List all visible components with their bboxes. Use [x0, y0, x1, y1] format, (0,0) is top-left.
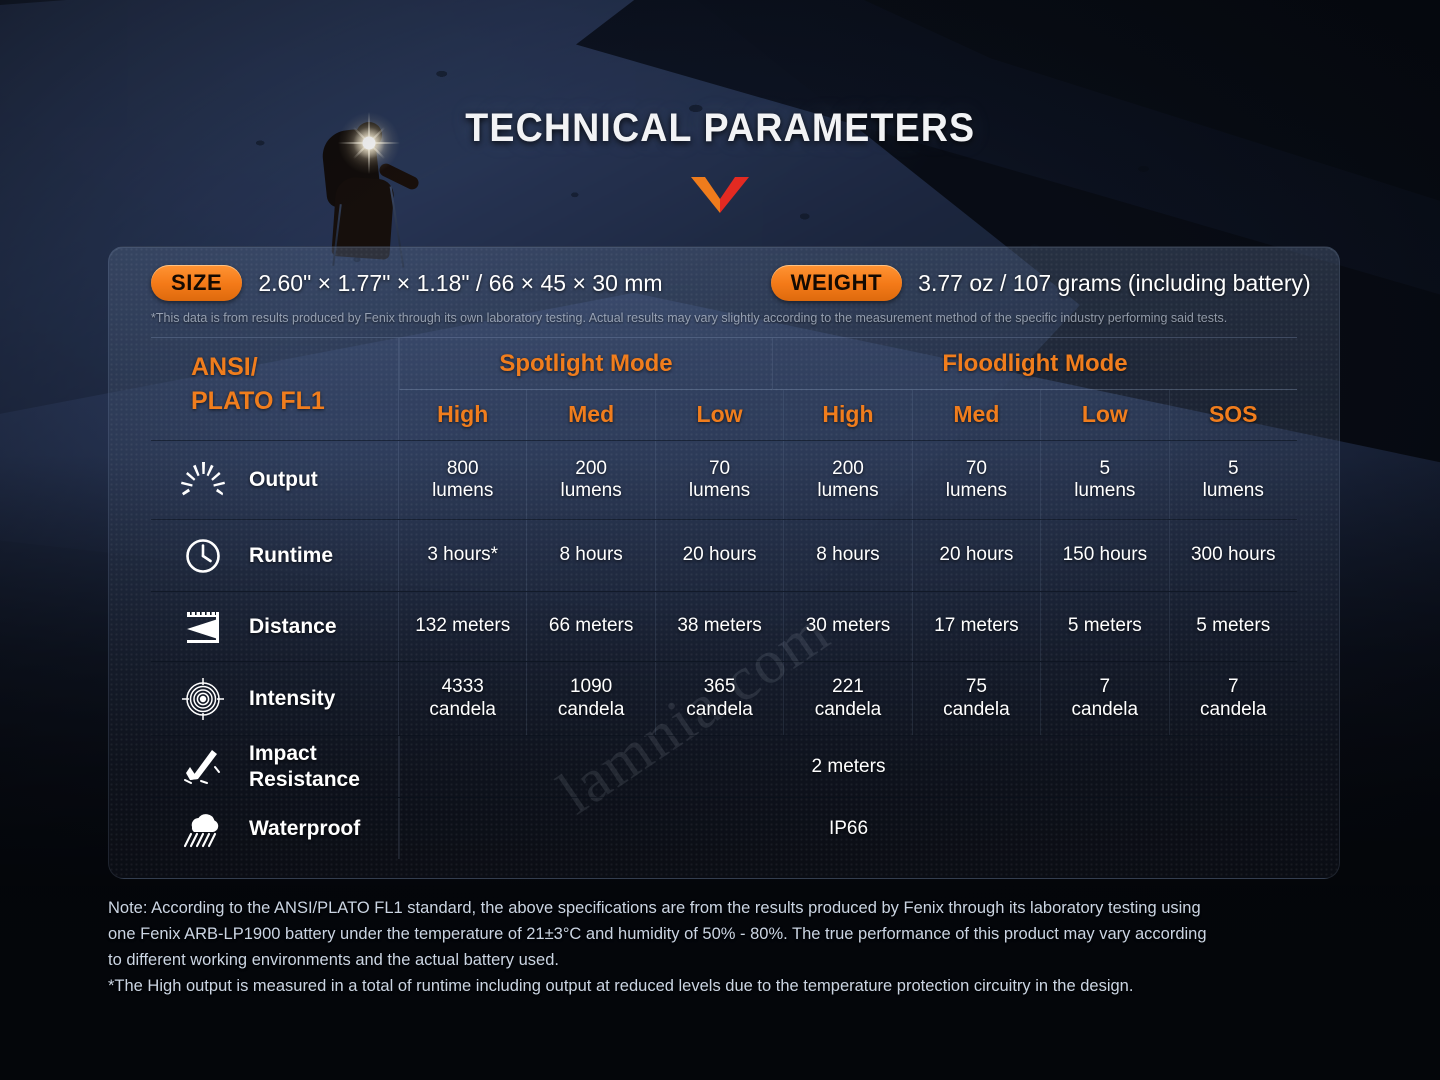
- specs-table: Spotlight Mode Floodlight Mode ANSI/ PLA…: [109, 337, 1339, 859]
- row-name-waterproof: Waterproof: [249, 816, 361, 840]
- table-row-output: Output 800 lumens 200 lumens 70 lumens 200 l…: [151, 440, 1297, 519]
- beam-distance-icon: [175, 607, 231, 647]
- row-name-output: Output: [249, 468, 318, 492]
- cell-distance-flood-high: 30 meters: [783, 592, 911, 661]
- note-line-1: Note: According to the ANSI/PLATO FL1 st…: [108, 899, 1201, 917]
- column-header-spot-low: Low: [654, 390, 783, 440]
- cell-runtime-flood-low: 150 hours: [1040, 520, 1168, 591]
- cell-impact-resistance-value: 2 meters: [399, 736, 1297, 797]
- spec-strip: SIZE 2.60" × 1.77" × 1.18" / 66 × 45 × 3…: [109, 247, 1339, 337]
- cell-output-spot-low: 70 lumens: [654, 441, 783, 519]
- cell-distance-flood-low: 5 meters: [1040, 592, 1168, 661]
- cell-intensity-flood-low: 7 candela: [1040, 662, 1168, 735]
- table-row-impact-resistance: Impact Resistance 2 meters: [151, 735, 1297, 797]
- cell-intensity-spot-low: 365 candela: [654, 662, 783, 735]
- row-name-intensity: Intensity: [249, 686, 336, 710]
- cell-distance-spot-high: 132 meters: [415, 615, 511, 637]
- table-row-waterproof: Waterproof IP66: [151, 797, 1297, 859]
- row-name-line2: Resistance: [249, 767, 360, 791]
- disclaimer-text: *This data is from results produced by F…: [151, 311, 1228, 325]
- cell-runtime-flood-sos: 300 hours: [1168, 520, 1297, 591]
- target-icon: [175, 677, 231, 721]
- cell-runtime-flood-med: 20 hours: [911, 520, 1040, 591]
- row-label-waterproof: Waterproof: [151, 798, 399, 859]
- corner-label-line1: ANSI/: [191, 353, 258, 381]
- cell-runtime-spot-med: 8 hours: [526, 520, 654, 591]
- row-name-line1: Impact: [249, 742, 317, 766]
- row-label-impact-resistance: Impact Resistance: [151, 736, 399, 797]
- chevron-down-icon: [691, 177, 749, 213]
- cell-intensity-flood-high: 221 candela: [783, 662, 911, 735]
- column-header-flood-high: High: [783, 390, 911, 440]
- row-name-distance: Distance: [249, 614, 337, 638]
- cell-runtime-spot-high: 3 hours*: [427, 544, 499, 566]
- footer-note: Note: According to the ANSI/PLATO FL1 st…: [108, 896, 1348, 1000]
- cell-runtime-flood-high: 8 hours: [783, 520, 911, 591]
- column-header-flood-low: Low: [1040, 390, 1168, 440]
- weight-value: 3.77 oz / 107 grams (including battery): [918, 269, 1311, 296]
- row-name-impact-resistance: Impact Resistance: [249, 741, 360, 791]
- cell-distance-flood-sos: 5 meters: [1168, 592, 1297, 661]
- cell-distance-flood-med: 17 meters: [911, 592, 1040, 661]
- corner-label-line2: PLATO FL1: [191, 386, 325, 415]
- size-spec: SIZE 2.60" × 1.77" × 1.18" / 66 × 45 × 3…: [151, 265, 663, 301]
- table-group-header-row: Spotlight Mode Floodlight Mode: [151, 337, 1297, 390]
- row-label-intensity: Intensity: [151, 662, 399, 735]
- rain-cloud-icon: [175, 809, 231, 849]
- specs-panel: lamnia.com SIZE 2.60" × 1.77" × 1.18" / …: [108, 246, 1340, 879]
- column-header-spot-high: High: [437, 401, 489, 428]
- note-line-4: *The High output is measured in a total …: [108, 976, 1134, 995]
- impact-drop-icon: [175, 747, 231, 787]
- column-header-spacer: [151, 390, 399, 440]
- cell-intensity-spot-high: 4333 candela: [429, 676, 496, 720]
- table-row-intensity: Intensity 4333 candela 1090 candela 365 can…: [151, 661, 1297, 735]
- row-label-distance: Distance: [151, 592, 399, 661]
- corner-label: ANSI/ PLATO FL1: [151, 351, 399, 418]
- cell-intensity-spot-med: 1090 candela: [526, 662, 654, 735]
- size-value: 2.60" × 1.77" × 1.18" / 66 × 45 × 30 mm: [258, 269, 663, 296]
- cell-output-flood-high: 200 lumens: [783, 441, 911, 519]
- cell-waterproof-value: IP66: [399, 798, 1297, 859]
- table-row-distance: Distance 132 meters 66 meters 38 meters …: [151, 591, 1297, 661]
- note-line-3: to different working environments and th…: [108, 950, 559, 969]
- column-header-spot-med: Med: [526, 390, 654, 440]
- cell-runtime-spot-low: 20 hours: [654, 520, 783, 591]
- cell-intensity-flood-sos: 7 candela: [1168, 662, 1297, 735]
- group-header-spotlight: Spotlight Mode: [399, 338, 772, 390]
- note-line-2: one Fenix ARB-LP1900 battery under the t…: [108, 924, 1207, 943]
- size-label-pill: SIZE: [151, 265, 243, 301]
- cell-output-spot-med: 200 lumens: [526, 441, 654, 519]
- group-header-floodlight: Floodlight Mode: [772, 338, 1297, 390]
- corner-label-cell: [151, 338, 399, 390]
- row-name-runtime: Runtime: [249, 543, 333, 567]
- column-header-flood-sos: SOS: [1168, 390, 1297, 440]
- page-header: TECHNICAL PARAMETERS: [0, 106, 1440, 213]
- cell-output-flood-med: 70 lumens: [911, 441, 1040, 519]
- table-column-header-row: High Med Low High Med Low SOS: [151, 390, 1297, 440]
- column-header-flood-med: Med: [911, 390, 1040, 440]
- table-row-runtime: Runtime 3 hours* 8 hours 20 hours 8 hour…: [151, 519, 1297, 591]
- sunburst-icon: [175, 460, 231, 500]
- page-title: TECHNICAL PARAMETERS: [464, 106, 975, 150]
- cell-output-flood-sos: 5 lumens: [1168, 441, 1297, 519]
- row-label-output: Output: [151, 441, 399, 519]
- cell-output-flood-low: 5 lumens: [1040, 441, 1168, 519]
- cell-distance-spot-low: 38 meters: [654, 592, 783, 661]
- cell-output-spot-high: 800 lumens: [432, 457, 494, 501]
- cell-intensity-flood-med: 75 candela: [911, 662, 1040, 735]
- weight-label-pill: WEIGHT: [770, 265, 903, 301]
- row-label-runtime: Runtime: [151, 520, 399, 591]
- cell-distance-spot-med: 66 meters: [526, 592, 654, 661]
- weight-spec: WEIGHT 3.77 oz / 107 grams (including ba…: [770, 265, 1311, 301]
- clock-icon: [175, 536, 231, 576]
